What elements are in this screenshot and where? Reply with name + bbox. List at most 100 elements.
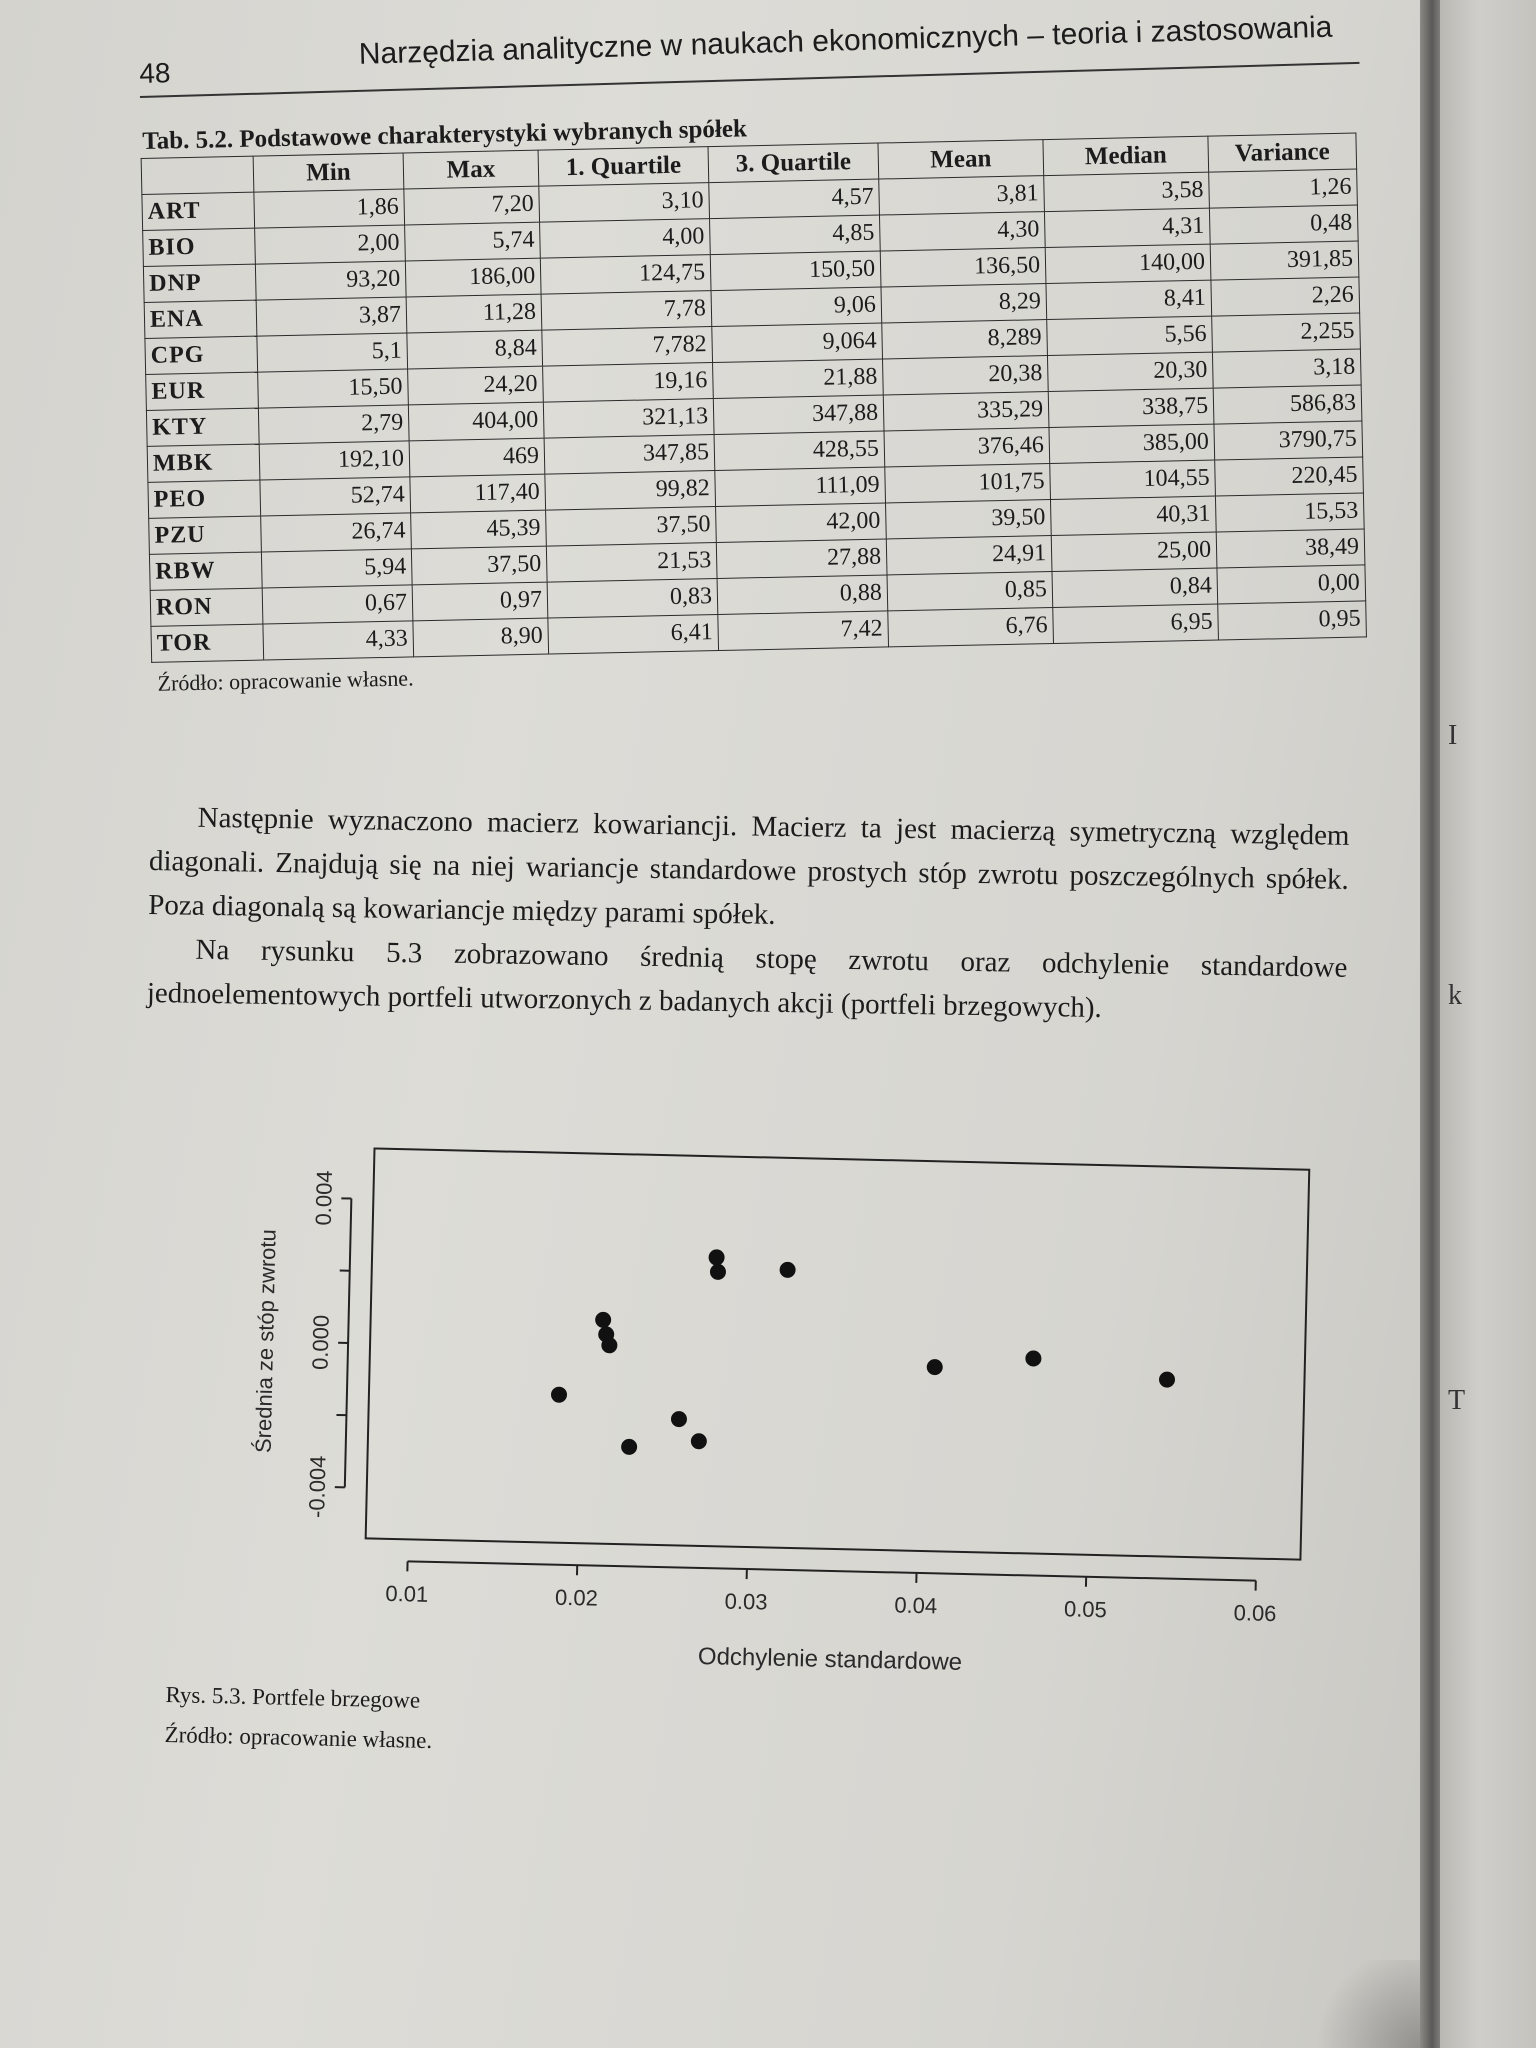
value-cell: 0,95: [1217, 600, 1367, 641]
data-point: [621, 1438, 638, 1455]
y-axis-label: Średnia ze stóp zwrotu: [251, 1229, 281, 1453]
value-cell: 19,16: [542, 362, 714, 403]
value-cell: 0,00: [1216, 564, 1366, 605]
value-cell: 8,289: [881, 319, 1048, 360]
x-tick-label: 0.02: [555, 1585, 598, 1611]
statistics-table: Min Max 1. Quartile 3. Quartile Mean Med…: [141, 133, 1367, 663]
value-cell: 11,28: [406, 294, 542, 333]
value-cell: 1,86: [253, 188, 405, 229]
value-cell: 7,20: [403, 186, 540, 225]
data-point: [1159, 1371, 1176, 1388]
data-point: [551, 1386, 568, 1403]
value-cell: 20,38: [882, 355, 1049, 395]
plot-frame: [364, 1147, 1311, 1561]
value-cell: 0,85: [887, 571, 1053, 611]
value-cell: 3790,75: [1213, 420, 1363, 461]
data-point: [690, 1433, 707, 1450]
x-axis-label: Odchylenie standardowe: [698, 1643, 963, 1676]
value-cell: 4,85: [709, 215, 881, 255]
y-tick-label: 0.000: [307, 1315, 333, 1371]
x-tick-label: 0.03: [724, 1589, 767, 1615]
data-point: [926, 1359, 943, 1376]
data-point: [709, 1263, 726, 1280]
value-cell: 5,56: [1046, 316, 1213, 356]
value-cell: 3,18: [1212, 348, 1362, 389]
value-cell: 192,10: [259, 440, 410, 481]
table-block: Tab. 5.2. Podstawowe charakterystyki wyb…: [140, 103, 1367, 697]
value-cell: 321,13: [543, 398, 715, 439]
value-cell: 26,74: [260, 512, 412, 553]
value-cell: 9,064: [711, 323, 883, 363]
ticker-cell: RBW: [149, 552, 263, 591]
book-page: 48 Narzędzia analityczne w naukach ekono…: [0, 0, 1420, 2048]
y-axis: -0.004 0.000 0.004: [304, 1170, 353, 1518]
column-header: Mean: [877, 139, 1044, 180]
ticker-cell: PZU: [148, 516, 262, 555]
adjacent-page-letter: T: [1448, 1385, 1466, 1416]
value-cell: 4,30: [879, 211, 1046, 252]
value-cell: 3,10: [538, 182, 710, 223]
value-cell: 4,31: [1044, 208, 1211, 248]
ticker-cell: EUR: [145, 372, 259, 411]
data-points: [551, 1249, 1176, 1455]
value-cell: 3,87: [256, 296, 407, 337]
body-text: Następnie wyznaczono macierz kowariancji…: [147, 795, 1350, 1034]
book-gutter: [1420, 0, 1440, 2048]
adjacent-page-edge: I k T: [1440, 0, 1536, 2048]
x-axis-line: [407, 1560, 1256, 1582]
value-cell: 391,85: [1210, 241, 1359, 281]
value-cell: 21,53: [546, 542, 718, 583]
value-cell: 404,00: [408, 402, 545, 441]
value-cell: 45,39: [410, 510, 547, 549]
value-cell: 42,00: [715, 502, 887, 543]
value-cell: 5,1: [256, 332, 408, 373]
value-cell: 15,50: [257, 368, 409, 409]
value-cell: 39,50: [885, 499, 1052, 539]
value-cell: 15,53: [1215, 492, 1365, 533]
data-point: [779, 1261, 796, 1278]
page-number: 48: [138, 57, 171, 90]
value-cell: 27,88: [716, 538, 888, 579]
value-cell: 0,88: [717, 574, 888, 615]
value-cell: 7,42: [717, 610, 889, 651]
value-cell: 4,33: [262, 620, 414, 661]
y-tick-label: -0.004: [304, 1455, 330, 1518]
value-cell: 52,74: [259, 476, 411, 517]
ticker-cell: RON: [150, 588, 263, 627]
value-cell: 99,82: [544, 470, 716, 511]
value-cell: 111,09: [714, 466, 886, 507]
x-tick-label: 0.01: [385, 1581, 428, 1607]
column-header: [141, 156, 254, 195]
value-cell: 428,55: [714, 430, 885, 471]
value-cell: 8,90: [412, 618, 549, 657]
value-cell: 25,00: [1051, 532, 1217, 572]
column-header: Median: [1042, 136, 1209, 176]
figure-caption-block: Rys. 5.3. Portfele brzegowe Źródło: opra…: [164, 1675, 433, 1761]
value-cell: 469: [409, 438, 545, 477]
value-cell: 8,29: [880, 283, 1047, 324]
value-cell: 2,79: [258, 404, 410, 445]
value-cell: 93,20: [255, 260, 407, 301]
value-cell: 37,50: [545, 506, 717, 547]
value-cell: 8,41: [1045, 280, 1212, 320]
x-tick-label: 0.04: [894, 1592, 937, 1618]
column-header: 3. Quartile: [708, 143, 879, 183]
ticker-cell: PEO: [147, 480, 261, 519]
ticker-cell: DNP: [143, 264, 257, 303]
figure-source: Źródło: opracowanie własne.: [164, 1721, 433, 1754]
y-tick-label: 0.004: [311, 1170, 337, 1226]
ticker-cell: TOR: [150, 624, 264, 663]
value-cell: 6,95: [1052, 604, 1219, 644]
data-point: [708, 1249, 725, 1266]
value-cell: 8,84: [406, 330, 543, 369]
value-cell: 2,255: [1211, 312, 1361, 353]
value-cell: 2,00: [254, 224, 406, 265]
value-cell: 6,76: [887, 607, 1054, 647]
x-tick-label: 0.06: [1233, 1600, 1276, 1626]
paragraph: Na rysunku 5.3 zobrazowano średnią stopę…: [146, 933, 1348, 1024]
value-cell: 38,49: [1216, 528, 1365, 569]
value-cell: 150,50: [710, 251, 881, 291]
value-cell: 24,91: [886, 535, 1052, 575]
value-cell: 7,782: [541, 326, 713, 367]
ticker-cell: KTY: [146, 408, 260, 447]
